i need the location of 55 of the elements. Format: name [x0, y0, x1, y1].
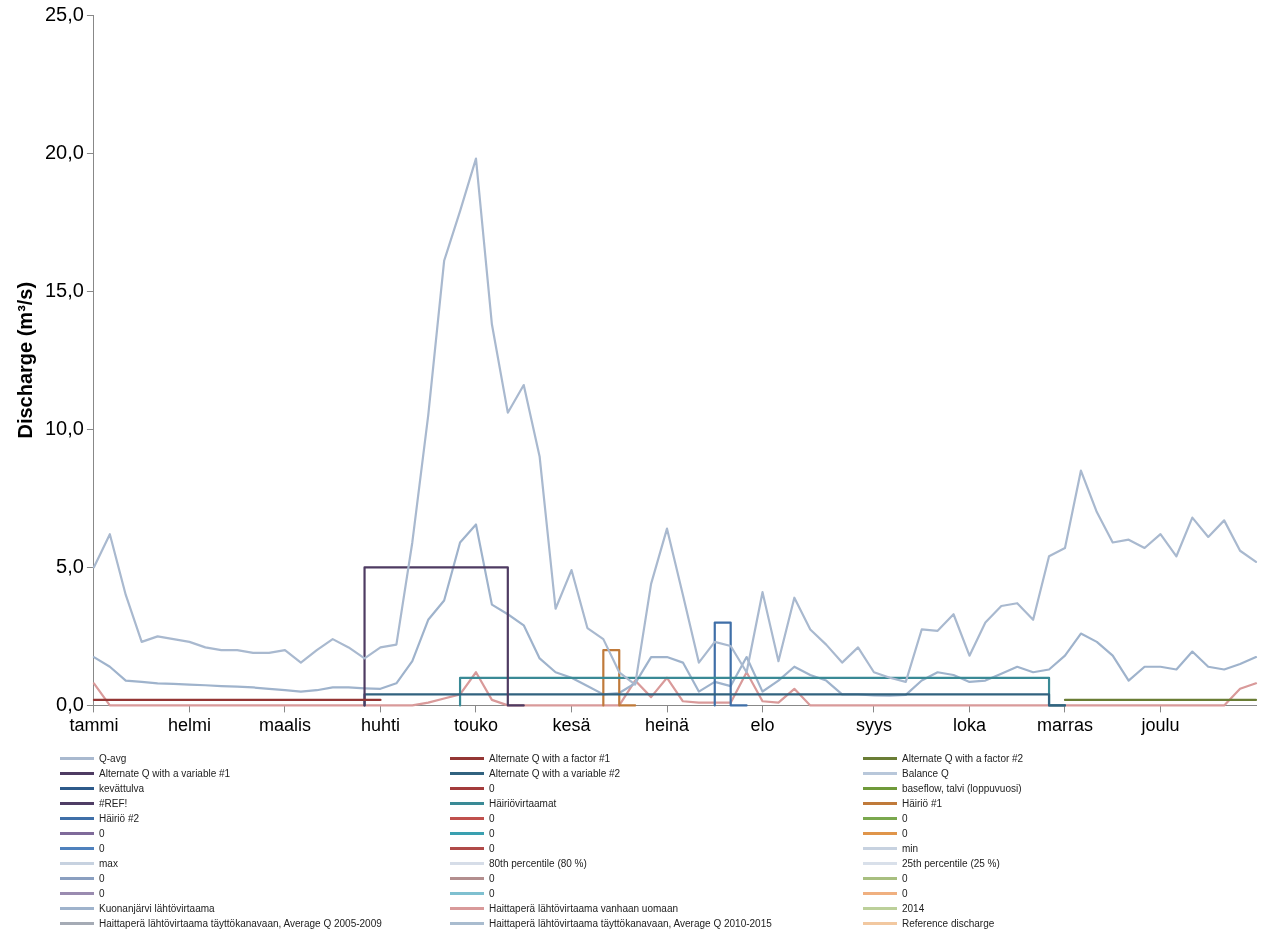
x-tick-label: tammi	[69, 715, 119, 736]
legend-label: 0	[902, 873, 908, 884]
legend-label: Balance Q	[902, 768, 949, 779]
legend-label: 0	[489, 828, 495, 839]
legend-label: Häiriövirtaamat	[489, 798, 557, 809]
y-tick-label: 20,0	[44, 140, 84, 163]
legend-label: Alternate Q with a variable #2	[489, 768, 621, 779]
x-tick-label: heinä	[644, 715, 691, 736]
legend-label: Reference discharge	[902, 918, 995, 929]
x-tick-label: joulu	[1140, 715, 1180, 736]
legend-label: 25th percentile (25 %)	[902, 858, 1000, 869]
legend-label: 0	[99, 873, 105, 884]
legend-label: max	[99, 858, 118, 869]
legend-label: 0	[902, 813, 908, 824]
legend-label: #REF!	[99, 798, 128, 809]
legend-label: baseflow, talvi (loppuvuosi)	[902, 783, 1022, 794]
legend-label: 0	[99, 828, 105, 839]
legend-label: 0	[99, 888, 105, 899]
legend-label: min	[902, 843, 919, 854]
y-tick-label: 5,0	[56, 554, 84, 577]
y-tick-label: 15,0	[44, 278, 84, 301]
y-tick-label: 25,0	[44, 2, 84, 25]
x-tick-label: marras	[1036, 715, 1093, 736]
legend-label: 0	[489, 873, 495, 884]
legend-label: 2014	[902, 903, 925, 914]
x-tick-label: touko	[453, 715, 498, 736]
y-tick-label: 0,0	[56, 692, 84, 715]
legend-label: Haittaperä lähtövirtaama vanhaan uomaan	[489, 903, 679, 914]
y-axis-title: Discharge (m³/s)	[13, 281, 36, 439]
legend-label: Häiriö #2	[99, 813, 140, 824]
legend-label: 0	[489, 813, 495, 824]
legend-label: 0	[99, 843, 105, 854]
legend-label: 80th percentile (80 %)	[489, 858, 587, 869]
legend-label: Häiriö #1	[902, 798, 943, 809]
legend-label: 0	[489, 888, 495, 899]
legend-label: Alternate Q with a factor #1	[489, 753, 611, 764]
x-tick-label: elo	[750, 715, 775, 736]
legend-label: Alternate Q with a variable #1	[99, 768, 231, 779]
legend-label: Haittaperä lähtövirtaama täyttökanavaan, Average Q 2005-2009	[99, 918, 382, 929]
legend-label: kevättulva	[99, 783, 145, 794]
legend-label: Kuonanjärvi lähtövirtaama	[99, 903, 215, 914]
x-tick-label: syys	[855, 715, 892, 736]
x-tick-label: kesä	[552, 715, 592, 736]
legend-label: Q-avg	[99, 753, 127, 764]
legend-label: 0	[489, 843, 495, 854]
y-tick-label: 10,0	[44, 416, 84, 439]
x-tick-label: maalis	[258, 715, 311, 736]
legend-label: 0	[902, 828, 908, 839]
legend-label: 0	[489, 783, 495, 794]
legend-label: 0	[902, 888, 908, 899]
x-tick-label: loka	[952, 715, 987, 736]
x-tick-label: huhti	[360, 715, 400, 736]
legend-label: Alternate Q with a factor #2	[902, 753, 1024, 764]
legend-label: Haittaperä lähtövirtaama täyttökanavaan, Average Q 2010-2015	[489, 918, 772, 929]
x-tick-label: helmi	[167, 715, 211, 736]
